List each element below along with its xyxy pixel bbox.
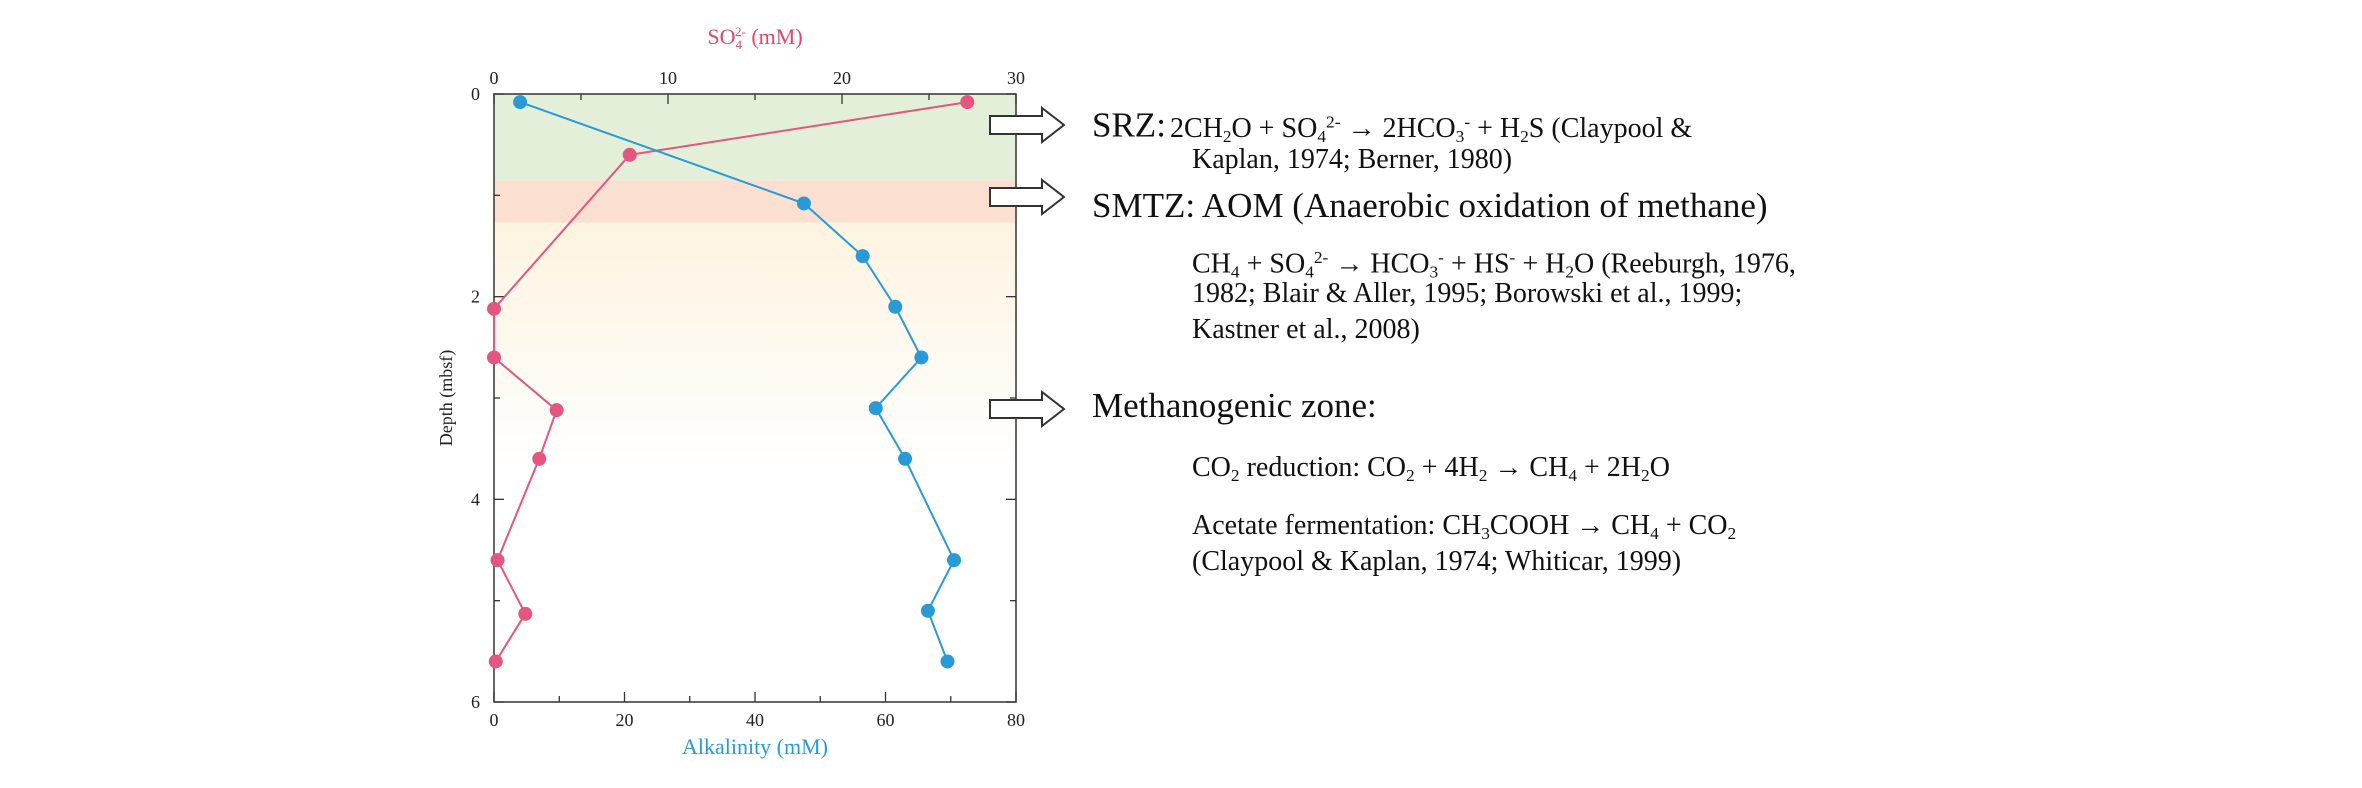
y-tick-label: 6 [471, 692, 480, 712]
sulfate-point [518, 606, 533, 621]
smtz-citation-line3: Kastner et al., 2008) [1192, 314, 1420, 345]
smtz-equation: CH4 + SO42- → HCO3- + HS- + H2O (Reeburg… [1192, 248, 1796, 282]
zone-smtz-band [494, 180, 1016, 223]
y-axis-label: Depth (mbsf) [436, 350, 457, 446]
sulfate-point [487, 301, 501, 316]
alkalinity-point [888, 299, 903, 314]
top-tick-label: 20 [833, 68, 851, 88]
smtz-title: SMTZ: AOM (Anaerobic oxidation of methan… [1092, 186, 1768, 225]
sulfate-point [960, 95, 975, 110]
y-tick-label: 0 [471, 84, 480, 104]
alkalinity-point [513, 95, 528, 110]
sulfate-point [532, 451, 547, 466]
bottom-tick-label: 60 [877, 710, 895, 730]
top-tick-label: 10 [659, 68, 677, 88]
sulfate-point [488, 654, 503, 669]
alkalinity-point [855, 249, 870, 264]
alkalinity-point [947, 553, 962, 568]
alkalinity-point [940, 654, 955, 669]
bottom-tick-label: 40 [746, 710, 764, 730]
sulfate-point [549, 403, 564, 418]
alkalinity-point [868, 401, 883, 416]
top-axis-label: SO42- (mM) [707, 24, 802, 52]
y-tick-label: 4 [471, 489, 480, 509]
alkalinity-point [920, 603, 935, 618]
sulfate-point [490, 553, 505, 568]
bottom-tick-label: 0 [490, 710, 499, 730]
top-tick-label: 0 [490, 68, 499, 88]
y-tick-label: 2 [471, 287, 480, 307]
methanogenic-citation: (Claypool & Kaplan, 1974; Whiticar, 1999… [1192, 546, 1682, 577]
srz-label: SRZ [1092, 105, 1157, 145]
srz-equation: 2CH2O + SO42- → 2HCO3- + H2S (Claypool & [1169, 112, 1693, 146]
co2-reduction-equation: CO2 reduction: CO2 + 4H2 → CH4 + 2H2O [1192, 452, 1670, 485]
smtz-citation-line2: 1982; Blair & Aller, 1995; Borowski et a… [1192, 278, 1743, 309]
top-tick-label: 30 [1007, 68, 1025, 88]
srz-arrow-icon [989, 106, 1066, 144]
zone-methanogenic-band [494, 222, 1016, 469]
srz-citation: Kaplan, 1974; Berner, 1980) [1192, 144, 1513, 175]
alkalinity-line [519, 101, 956, 662]
methanogenic-arrow-icon [989, 390, 1066, 428]
bottom-axis-label: Alkalinity (mM) [682, 734, 828, 759]
alkalinity-point [796, 196, 811, 211]
methanogenic-title: Methanogenic zone: [1092, 386, 1377, 425]
alkalinity-point [914, 350, 929, 365]
bottom-tick-label: 20 [616, 710, 634, 730]
sulfate-point [622, 147, 637, 162]
acetate-fermentation-equation: Acetate fermentation: CH3COOH → CH4 + CO… [1192, 510, 1737, 543]
smtz-arrow-icon [989, 178, 1066, 216]
srz-colon: : [1156, 105, 1166, 145]
alkalinity-point [898, 451, 913, 466]
srz-block: SRZ: 2CH2O + SO42- → 2HCO3- + H2S (Clayp… [1092, 104, 1692, 154]
sulfate-point [487, 350, 501, 365]
bottom-tick-label: 80 [1007, 710, 1025, 730]
